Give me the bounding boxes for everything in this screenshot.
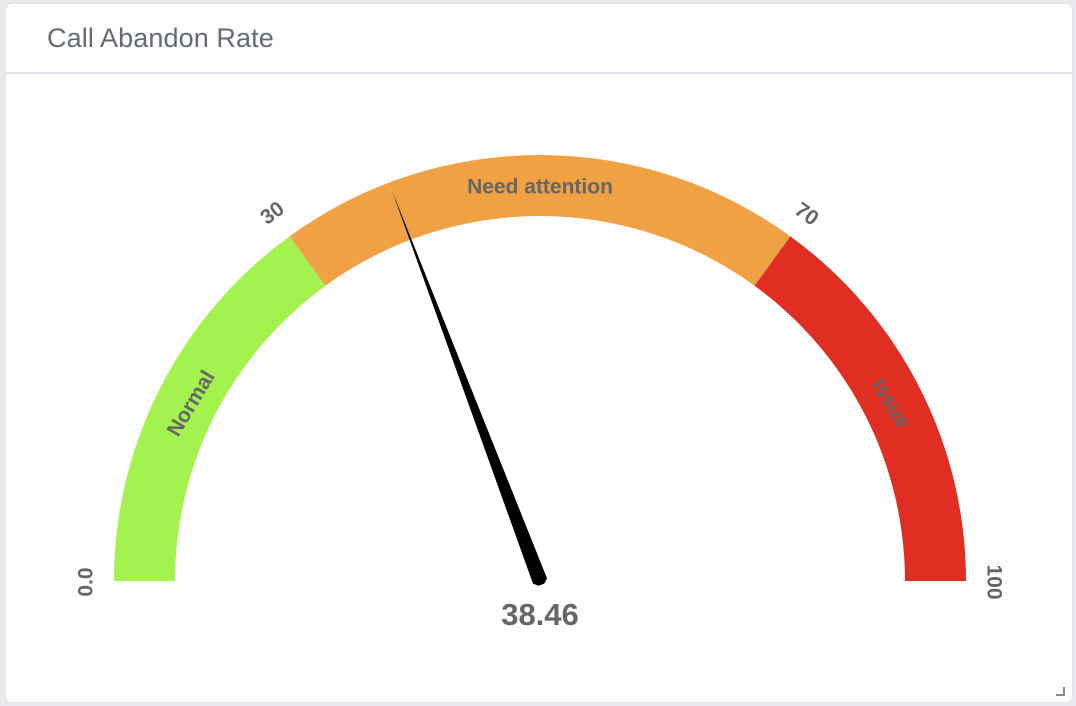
tick-label-30: 30 <box>256 197 288 229</box>
gauge-band-need-attention <box>289 154 791 286</box>
tick-label-70: 70 <box>790 198 822 230</box>
panel-title: Call Abandon Rate <box>47 22 274 53</box>
gauge-band-issue <box>754 236 966 581</box>
resize-handle-icon[interactable] <box>1056 687 1065 696</box>
tick-label-min: 0.0 <box>75 567 98 596</box>
panel-header: Call Abandon Rate <box>6 4 1072 74</box>
band-label-need-attention: Need attention <box>467 176 613 199</box>
gauge-needle <box>391 190 548 586</box>
gauge-bands <box>114 154 966 581</box>
tick-label-max: 100 <box>982 564 1005 599</box>
gauge-band-normal <box>114 236 326 581</box>
gauge-value: 38.46 <box>501 597 579 632</box>
